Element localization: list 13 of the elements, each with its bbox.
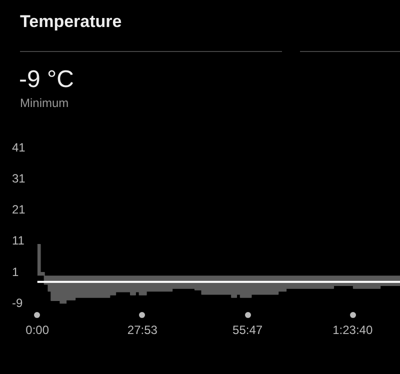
chart-subtitle: -9 °C — [19, 66, 74, 94]
x-tick-label: 27:53 — [127, 323, 158, 338]
y-tick-label: 31 — [12, 171, 26, 186]
y-tick-label: 1 — [12, 264, 19, 279]
x-tick-label: 0:00 — [26, 323, 50, 338]
chart-title: Temperature — [20, 12, 122, 32]
y-tick-label: -9 — [12, 296, 23, 310]
y-tick-label: 11 — [12, 234, 25, 248]
x-tick-label: 55:47 — [232, 323, 263, 338]
text: Minimum — [20, 96, 69, 110]
y-tick-label: 21 — [12, 202, 26, 217]
x-tick-label: 1:23:40 — [332, 323, 373, 338]
y-tick-label: 41 — [12, 140, 26, 154]
